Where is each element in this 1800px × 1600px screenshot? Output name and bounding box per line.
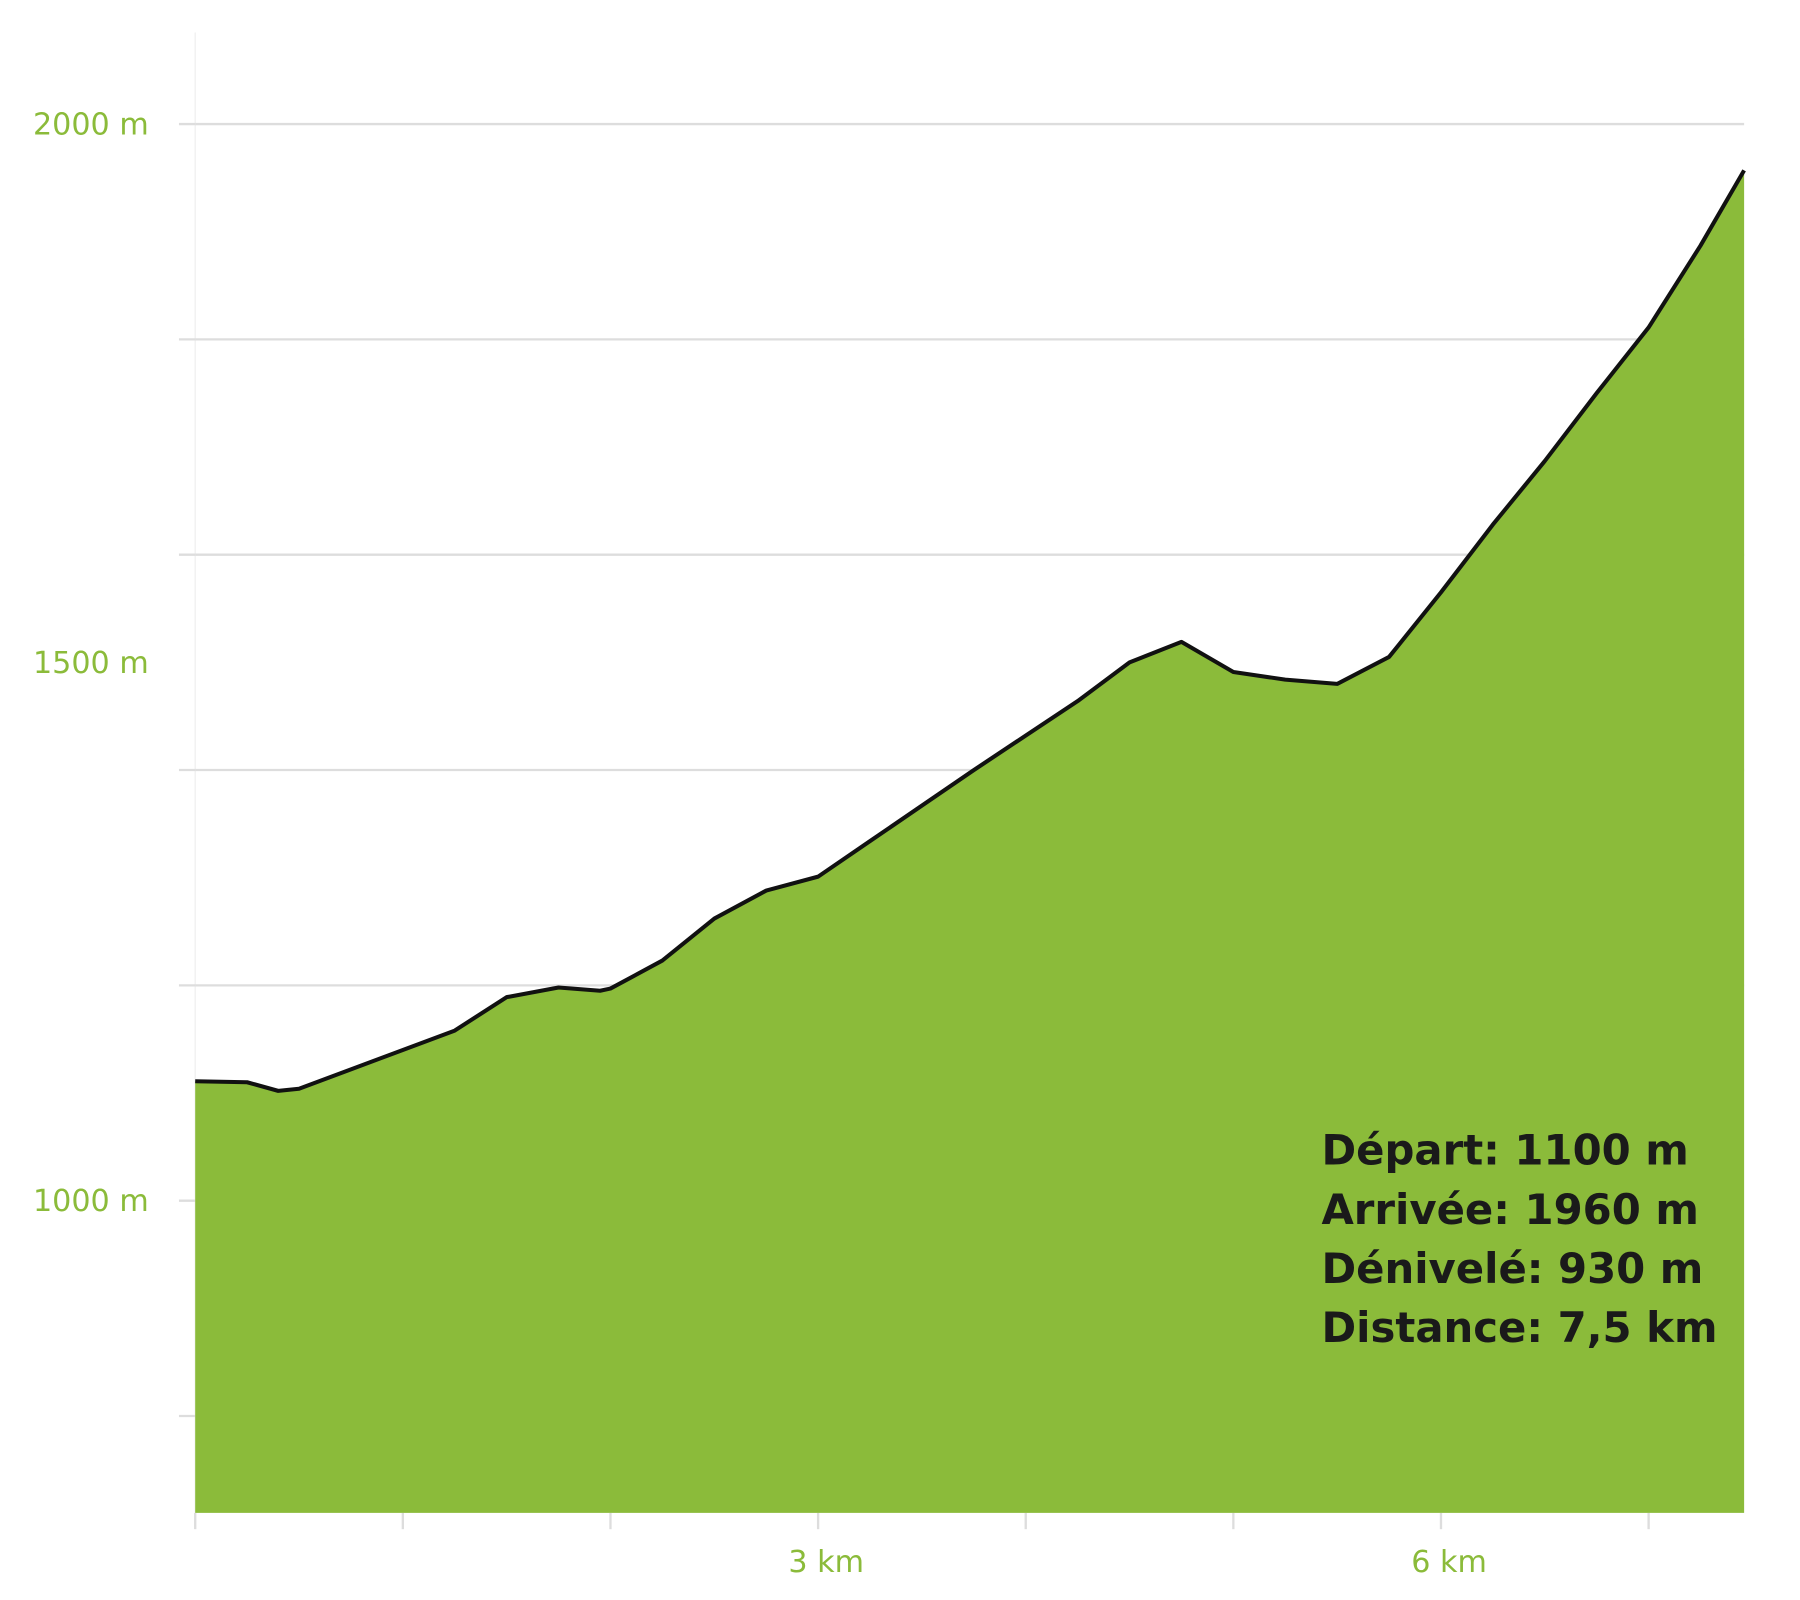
annotation: Distance: 7,5 km [1321,1303,1717,1352]
y-tick-label: 1000 m [33,1184,149,1219]
x-tick-label: 6 km [1411,1545,1487,1580]
line [195,169,1746,1093]
y-tick-label: 1500 m [33,646,149,681]
y-tick-label: 2000 m [33,107,149,142]
x-tick-label: 3 km [788,1545,864,1580]
annotation: Départ: 1100 m [1321,1126,1688,1175]
annotation: Dénivelé: 930 m [1321,1244,1703,1293]
annotation: Arrivée: 1960 m [1321,1185,1698,1234]
area [195,170,1745,1513]
